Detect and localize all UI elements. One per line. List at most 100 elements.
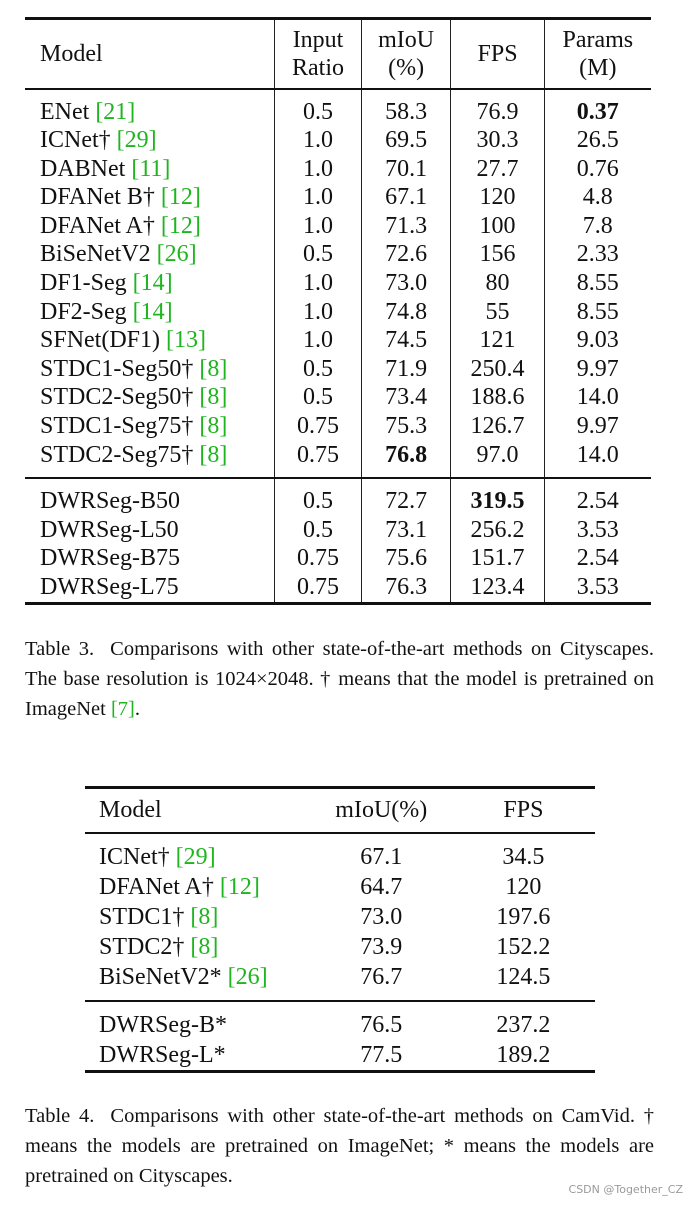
model-name: STDC2-Seg50† [40, 384, 200, 411]
citation-link[interactable]: [26] [156, 241, 197, 268]
header-params-line1: Params [562, 26, 634, 53]
citation-link[interactable]: [29] [116, 127, 157, 154]
citation-link[interactable]: [7] [110, 698, 135, 720]
citation-link[interactable]: [14] [132, 270, 173, 297]
params-cell: 2.54 [543, 487, 651, 516]
miou-cell: 69.5 [360, 126, 451, 155]
citation-link[interactable]: [12] [160, 212, 201, 239]
fps-cell: 80 [450, 269, 545, 298]
citation-link[interactable]: [8] [190, 933, 219, 960]
model-name-cell: STDC2-Seg75† [8] [25, 441, 275, 470]
model-name-cell: ENet [21] [25, 98, 275, 127]
spacer-cell [274, 478, 362, 488]
table-row: STDC2† [8] 73.9 152.2 [85, 932, 595, 962]
citation-link[interactable]: [12] [219, 873, 260, 900]
input-ratio-cell: 0.5 [274, 383, 362, 413]
spacer-cell [274, 88, 362, 98]
input-ratio-cell: 0.75 [274, 412, 362, 441]
fps-cell: 121 [450, 326, 545, 355]
table-spacer [25, 478, 651, 488]
model-name: STDC1-Seg50† [40, 355, 200, 382]
table-3-body: ENet [21] 0.5 58.3 76.9 0.37 ICNet† [29] 1.0 69… [25, 88, 651, 604]
table-row: BiSeNetV2* [26] 76.7 124.5 [85, 962, 595, 992]
input-ratio-cell: 0.75 [274, 544, 362, 573]
miou-cell: 73.0 [360, 903, 403, 930]
params-cell: 9.03 [543, 326, 651, 355]
citation-link[interactable]: [21] [95, 98, 136, 125]
model-name-cell: STDC1-Seg50† [8] [25, 355, 275, 384]
fps-cell: 250.4 [450, 354, 545, 384]
model-name: DFANet A† [40, 212, 161, 239]
table-row: DABNet [11] 1.0 70.1 27.7 0.76 [25, 154, 651, 184]
input-ratio-cell: 1.0 [274, 269, 362, 298]
fps-cell: 189.2 [496, 1041, 551, 1068]
table-row: STDC2-Seg75† [8] 0.75 76.8 97.0 14.0 [25, 440, 651, 470]
fps-cell: 123.4 [450, 573, 545, 604]
fps-cell: 100 [450, 211, 545, 241]
header-miou-line1: mIoU [378, 26, 435, 53]
citation-link[interactable]: [26] [227, 963, 268, 990]
miou-cell: 76.7 [360, 963, 403, 990]
table-row: DWRSeg-L75 0.75 76.3 123.4 3.53 [25, 573, 651, 604]
model-name-cell: ICNet† [29] [85, 842, 311, 872]
fps-cell: 120 [505, 873, 542, 900]
model-name: DF2-Seg [40, 298, 133, 325]
table-spacer [85, 832, 595, 842]
fps-cell: 76.9 [450, 97, 545, 127]
table-header-row: Model Input Ratio mIoU (%) FPS Params (M… [25, 18, 651, 89]
model-name-cell: DWRSeg-B75 [40, 545, 180, 572]
miou-cell: 76.5 [360, 1011, 403, 1038]
fps-cell: 237.2 [496, 1011, 551, 1038]
spacer-cell [450, 88, 545, 98]
miou-cell: 72.7 [360, 487, 451, 516]
table-row: DWRSeg-B75 0.75 75.6 151.7 2.54 [25, 544, 651, 573]
spacer-cell [543, 88, 651, 98]
model-name: ENet [40, 98, 96, 125]
fps-cell: 319.5 [450, 487, 545, 516]
header-input-ratio-line2: Ratio [292, 54, 345, 81]
table-row: BiSeNetV2 [26] 0.5 72.6 156 2.33 [25, 240, 651, 270]
header-miou: mIoU (%) [360, 18, 451, 89]
citation-link[interactable]: [8] [199, 441, 228, 468]
model-name-cell: DABNet [11] [25, 155, 275, 184]
model-name-cell: SFNet(DF1) [13] [25, 326, 275, 355]
table-row: DF2-Seg [14] 1.0 74.8 55 8.55 [25, 297, 651, 327]
citation-link[interactable]: [29] [175, 843, 216, 870]
input-ratio-cell: 0.5 [274, 354, 362, 384]
input-ratio-cell: 1.0 [274, 126, 362, 155]
table-row: DWRSeg-B50 0.5 72.7 319.5 2.54 [25, 487, 651, 516]
table-row: ICNet† [29] 1.0 69.5 30.3 26.5 [25, 126, 651, 155]
model-name: DFANet B† [40, 184, 161, 211]
citation-link[interactable]: [13] [166, 327, 206, 354]
header-miou-line2: (%) [388, 54, 425, 81]
model-name-cell: ICNet† [29] [25, 126, 275, 155]
table-row: DFANet A† [12] 1.0 71.3 100 7.8 [25, 211, 651, 241]
caption-text-end: . [134, 698, 140, 720]
model-name: STDC1† [99, 903, 191, 930]
citation-link[interactable]: [11] [131, 155, 171, 182]
table-spacer [85, 1000, 595, 1010]
model-name: STDC1-Seg75† [40, 413, 200, 440]
params-cell: 2.33 [543, 240, 651, 270]
citation-link[interactable]: [8] [190, 903, 219, 930]
model-name-cell: DWRSeg-B* [99, 1011, 227, 1038]
header-input-ratio: Input Ratio [274, 18, 362, 89]
citation-link[interactable]: [12] [160, 184, 201, 211]
model-name-cell: STDC1-Seg75† [8] [25, 412, 275, 441]
citation-link[interactable]: [14] [132, 298, 173, 325]
miou-cell: 73.0 [360, 269, 451, 298]
table-row: DWRSeg-B* 76.5 237.2 [85, 1010, 595, 1040]
spacer-cell [85, 833, 311, 842]
fps-cell: 197.6 [496, 903, 551, 930]
citation-link[interactable]: [8] [199, 413, 228, 440]
model-name: STDC2-Seg75† [40, 441, 200, 468]
spacer-cell [452, 1001, 595, 1010]
table-row: DFANet A† [12] 64.7 120 [85, 872, 595, 902]
model-name-cell: STDC1† [8] [85, 902, 311, 932]
fps-cell: 188.6 [450, 383, 545, 413]
params-cell: 4.8 [543, 183, 651, 212]
citation-link[interactable]: [8] [199, 384, 228, 411]
spacer-cell [450, 469, 545, 479]
citation-link[interactable]: [8] [199, 355, 228, 382]
spacer-cell [452, 992, 595, 1001]
